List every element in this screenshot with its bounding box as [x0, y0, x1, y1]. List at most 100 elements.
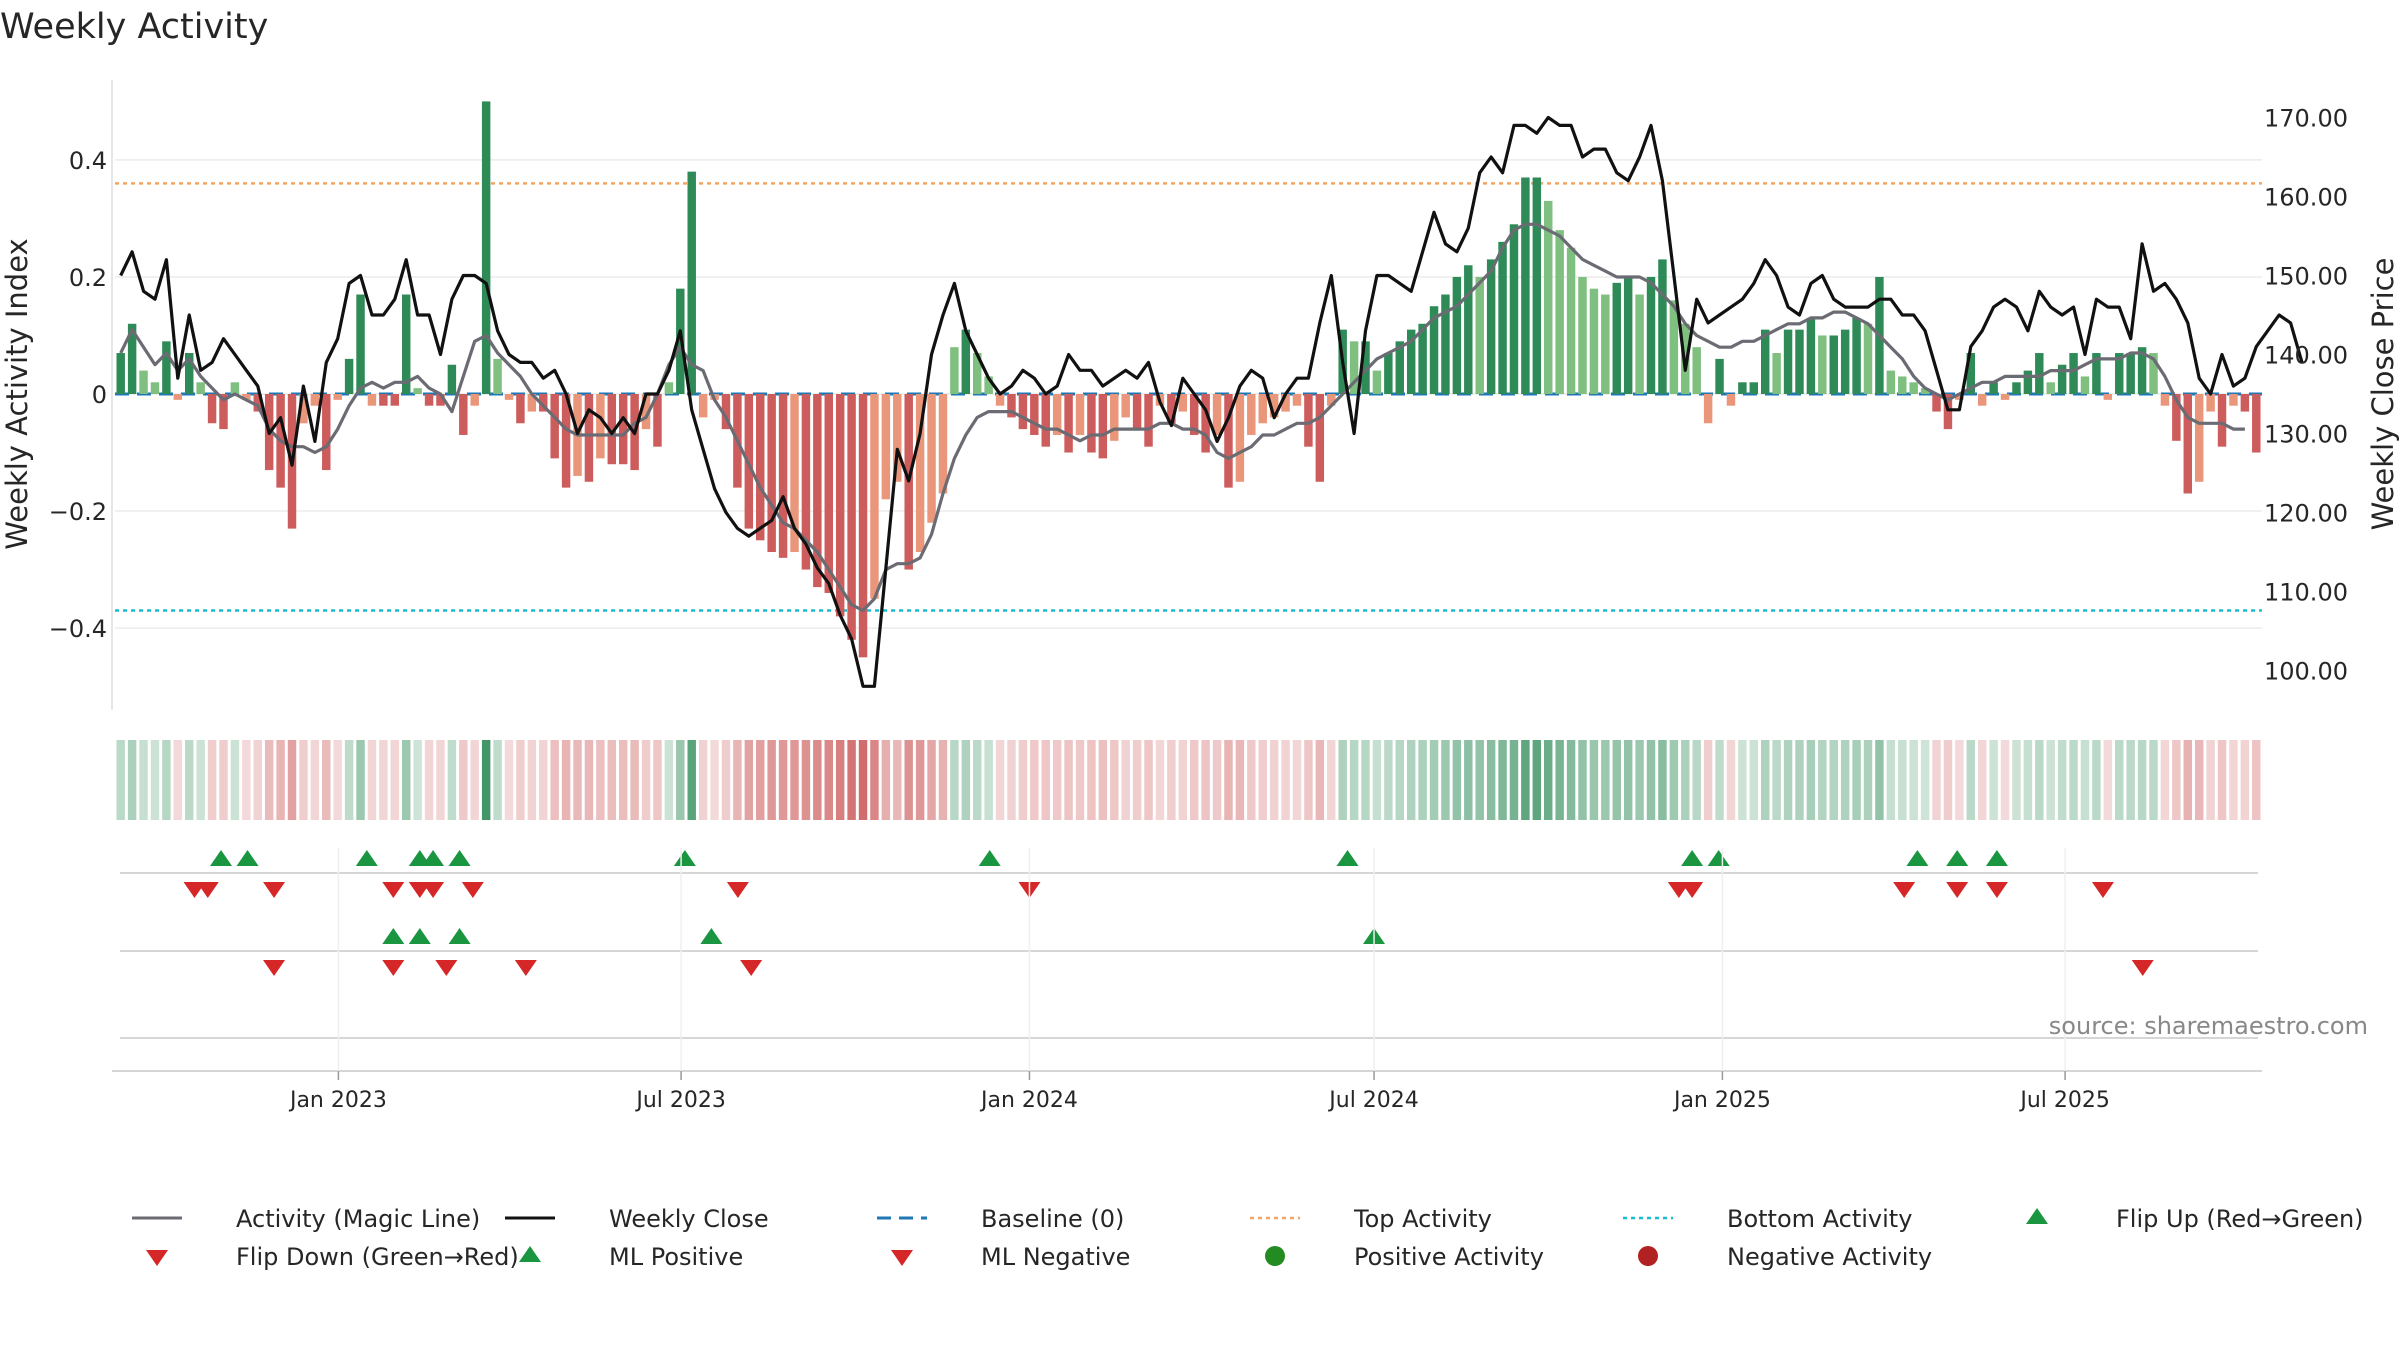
- activity-bar: [230, 382, 240, 394]
- activity-bar: [1052, 394, 1062, 435]
- legend-swatch-down: [146, 1250, 168, 1266]
- legend-label-close: Weekly Close: [609, 1205, 769, 1233]
- down-marker: [1681, 882, 1704, 898]
- down-marker: [2091, 882, 2114, 898]
- heat-strip-cell: [2206, 740, 2215, 820]
- activity-bar: [2137, 347, 2147, 394]
- heat-strip-cell: [790, 740, 799, 820]
- heat-strip-cell: [744, 740, 754, 820]
- activity-bar: [185, 353, 194, 394]
- activity-bar: [162, 341, 171, 394]
- heat-strip-cell: [1052, 740, 1062, 820]
- activity-bar: [139, 370, 148, 394]
- activity-bar: [1178, 394, 1188, 412]
- activity-bar: [1840, 329, 1850, 394]
- activity-bar: [1509, 224, 1519, 394]
- heat-strip-cell: [1989, 740, 1998, 820]
- activity-bar: [1783, 329, 1793, 394]
- y2-tick-label: 110.00: [2264, 579, 2348, 607]
- heat-strip-cell: [1977, 740, 1987, 820]
- activity-bar: [367, 394, 377, 406]
- activity-bar: [539, 394, 548, 412]
- activity-bar: [961, 329, 971, 394]
- heat-strip-cell: [493, 740, 502, 820]
- activity-bar: [1121, 394, 1130, 418]
- heat-strip-cell: [253, 740, 262, 820]
- heat-strip-cell: [1201, 740, 1210, 820]
- heat-strip-cell: [1555, 740, 1564, 820]
- heat-strip-cell: [1178, 740, 1188, 820]
- activity-bar: [2149, 353, 2158, 394]
- activity-bar: [1304, 394, 1313, 447]
- activity-bar: [1886, 370, 1896, 394]
- legend-swatch-down: [891, 1250, 913, 1266]
- heat-strip-cell: [1623, 740, 1633, 820]
- heat-strip-cell: [767, 740, 776, 820]
- heat-strip-cell: [973, 740, 982, 820]
- activity-bar: [1566, 247, 1576, 394]
- y-tick-label: 0.4: [69, 147, 107, 175]
- up-marker: [673, 850, 696, 866]
- activity-bar: [1007, 394, 1016, 418]
- heat-strip-cell: [1429, 740, 1439, 820]
- heat-strip-cell: [2229, 740, 2238, 820]
- activity-bar: [1726, 394, 1736, 406]
- up-marker: [408, 928, 431, 944]
- activity-bar: [470, 394, 479, 406]
- activity-bar: [1898, 376, 1907, 394]
- activity-bar: [2115, 353, 2124, 394]
- legend-label-mlneg: ML Negative: [981, 1243, 1130, 1271]
- activity-bar: [1098, 394, 1108, 459]
- down-marker: [422, 882, 445, 898]
- heat-strip-cell: [676, 740, 685, 820]
- heat-strip-cell: [995, 740, 1005, 820]
- activity-bar: [1932, 394, 1941, 412]
- activity-bar: [847, 394, 856, 640]
- activity-bar: [1452, 276, 1462, 394]
- y2-tick-label: 130.00: [2264, 421, 2348, 449]
- activity-bar: [1247, 394, 1256, 435]
- heat-strip-cell: [264, 740, 274, 820]
- up-marker: [1681, 850, 1704, 866]
- x-tick-label: Jul 2024: [1327, 1088, 1419, 1113]
- heat-strip-cell: [858, 740, 868, 820]
- up-marker: [210, 850, 233, 866]
- legend-label-baseline: Baseline (0): [981, 1205, 1124, 1233]
- heat-strip-cell: [1726, 740, 1736, 820]
- heat-strip-cell: [1269, 740, 1279, 820]
- activity-bar: [1189, 394, 1199, 435]
- heat-strip-cell: [1532, 740, 1542, 820]
- activity-bar: [2069, 353, 2078, 394]
- activity-bar: [1064, 394, 1073, 453]
- heat-strip-cell: [173, 740, 183, 820]
- activity-bar: [2194, 394, 2204, 482]
- heat-strip-cell: [1167, 740, 1176, 820]
- activity-bar: [1132, 394, 1142, 430]
- up-marker: [1707, 850, 1730, 866]
- heat-strip-cell: [527, 740, 537, 820]
- up-marker: [978, 850, 1001, 866]
- activity-bar: [2012, 382, 2021, 394]
- heat-strip-cell: [1909, 740, 1918, 820]
- activity-bar: [835, 394, 845, 617]
- activity-bar: [1989, 382, 1998, 394]
- activity-bar: [1612, 282, 1621, 394]
- activity-bar: [1406, 329, 1416, 394]
- heat-strip-cell: [1224, 740, 1233, 820]
- activity-bar: [790, 394, 799, 552]
- activity-bar: [1429, 306, 1439, 394]
- activity-bar: [322, 394, 331, 471]
- activity-bar: [1041, 394, 1050, 447]
- heat-strip-cell: [1121, 740, 1130, 820]
- activity-bar: [870, 394, 879, 599]
- down-marker: [263, 960, 286, 976]
- heat-strip-cell: [242, 740, 251, 820]
- down-marker: [1893, 882, 1916, 898]
- activity-bar: [1749, 382, 1759, 394]
- heat-strip-cell: [1783, 740, 1793, 820]
- activity-bar: [881, 394, 891, 500]
- heat-strip-cell: [778, 740, 788, 820]
- activity-bar: [687, 171, 696, 394]
- heat-strip-cell: [1155, 740, 1165, 820]
- heat-strip-cell: [322, 740, 331, 820]
